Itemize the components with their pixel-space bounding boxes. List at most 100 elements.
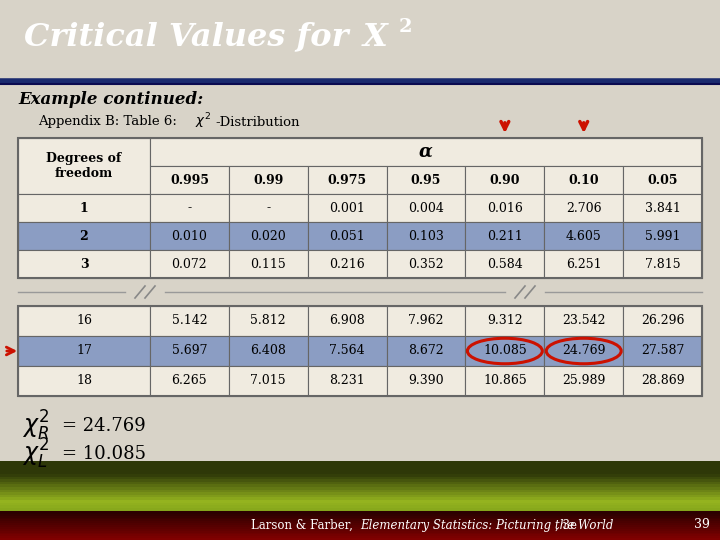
Text: 26.296: 26.296: [641, 314, 684, 327]
Bar: [544, 250, 623, 278]
Bar: [0, 503, 720, 507]
Bar: [150, 194, 229, 222]
Text: Critical Values for: Critical Values for: [24, 22, 360, 52]
Text: Appendix B: Table 6:: Appendix B: Table 6:: [38, 116, 181, 129]
Text: -Distribution: -Distribution: [215, 116, 300, 129]
Bar: [0, 522, 720, 525]
Bar: [0, 531, 720, 535]
Text: -: -: [187, 201, 192, 214]
Text: α: α: [419, 143, 433, 161]
Text: 4.605: 4.605: [566, 230, 602, 242]
Text: 0.99: 0.99: [253, 173, 284, 186]
Text: 7.564: 7.564: [329, 345, 365, 357]
Bar: [0, 490, 720, 494]
Bar: [229, 222, 307, 250]
Text: Example continued:: Example continued:: [18, 91, 203, 109]
Bar: [0, 534, 720, 538]
Bar: [623, 166, 702, 194]
Bar: [18, 138, 702, 278]
Text: 5.812: 5.812: [251, 314, 286, 327]
Bar: [0, 517, 720, 519]
Bar: [0, 511, 720, 514]
Text: 0.584: 0.584: [487, 258, 523, 271]
Bar: [307, 166, 387, 194]
Text: = 10.085: = 10.085: [62, 445, 146, 463]
Bar: [465, 366, 544, 396]
Text: 0.016: 0.016: [487, 201, 523, 214]
Bar: [0, 492, 720, 497]
Bar: [544, 194, 623, 222]
Text: Degrees of
freedom: Degrees of freedom: [46, 152, 122, 180]
Text: 5.991: 5.991: [645, 230, 680, 242]
Text: = 24.769: = 24.769: [62, 417, 145, 435]
Bar: [307, 194, 387, 222]
Bar: [0, 515, 720, 518]
Bar: [0, 526, 720, 531]
Bar: [544, 336, 623, 366]
Text: 0.216: 0.216: [329, 258, 365, 271]
Text: 0.103: 0.103: [408, 230, 444, 242]
Text: 7.015: 7.015: [251, 375, 286, 388]
Bar: [0, 469, 720, 474]
Bar: [150, 336, 229, 366]
Bar: [0, 534, 720, 536]
Text: Larson & Farber,: Larson & Farber,: [251, 518, 360, 531]
Bar: [623, 194, 702, 222]
Bar: [0, 537, 720, 540]
Text: 27.587: 27.587: [641, 345, 684, 357]
Bar: [18, 250, 150, 278]
Text: 17: 17: [76, 345, 92, 357]
Bar: [150, 250, 229, 278]
Text: 0.072: 0.072: [171, 258, 207, 271]
Text: 39: 39: [694, 518, 710, 531]
Text: 7.962: 7.962: [408, 314, 444, 327]
Text: 5.142: 5.142: [171, 314, 207, 327]
Bar: [0, 505, 720, 510]
Text: 0.020: 0.020: [251, 230, 286, 242]
Text: 1: 1: [80, 201, 89, 214]
Text: 9.312: 9.312: [487, 314, 523, 327]
Bar: [387, 194, 465, 222]
Text: 7.815: 7.815: [644, 258, 680, 271]
Bar: [0, 466, 720, 471]
Bar: [465, 250, 544, 278]
Bar: [544, 306, 623, 336]
Bar: [387, 336, 465, 366]
Bar: [18, 336, 150, 366]
Bar: [307, 222, 387, 250]
Text: 2: 2: [399, 18, 413, 36]
Bar: [0, 523, 720, 528]
Bar: [0, 471, 720, 476]
Bar: [0, 528, 720, 531]
Bar: [0, 487, 720, 491]
Bar: [465, 222, 544, 250]
Text: 16: 16: [76, 314, 92, 327]
Text: X: X: [363, 22, 388, 52]
Bar: [0, 526, 720, 529]
Bar: [623, 250, 702, 278]
Text: 0.975: 0.975: [328, 173, 366, 186]
Bar: [0, 482, 720, 487]
Bar: [307, 366, 387, 396]
Bar: [18, 366, 150, 396]
Text: 8.672: 8.672: [408, 345, 444, 357]
Bar: [307, 250, 387, 278]
Bar: [544, 166, 623, 194]
Text: 28.869: 28.869: [641, 375, 685, 388]
Bar: [18, 194, 150, 222]
Text: 0.995: 0.995: [170, 173, 209, 186]
Bar: [150, 138, 702, 166]
Bar: [387, 366, 465, 396]
Bar: [18, 306, 150, 336]
Bar: [0, 518, 720, 523]
Bar: [387, 250, 465, 278]
Bar: [623, 336, 702, 366]
Bar: [0, 516, 720, 520]
Bar: [0, 497, 720, 502]
Text: $\chi^2_R$: $\chi^2_R$: [22, 409, 49, 443]
Text: 0.051: 0.051: [329, 230, 365, 242]
Text: 6.251: 6.251: [566, 258, 601, 271]
Bar: [18, 222, 150, 250]
Bar: [0, 513, 720, 516]
Text: 6.265: 6.265: [171, 375, 207, 388]
